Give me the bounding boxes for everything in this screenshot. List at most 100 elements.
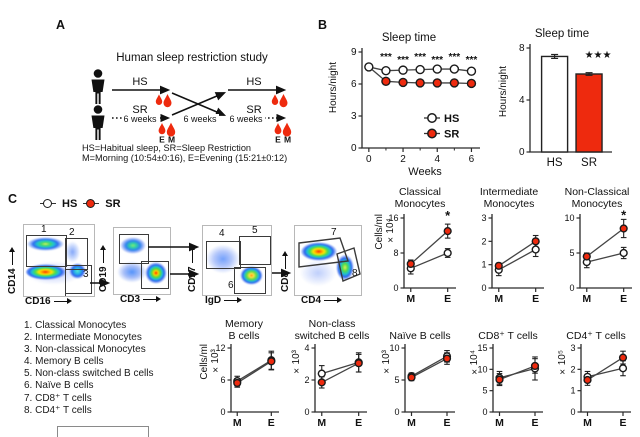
svg-text:M: M: [494, 293, 503, 305]
up-arrow-icon: [285, 252, 286, 269]
chart-naive-b-cells: Naïve B cells ×10³ 0 5 10 M E: [379, 318, 461, 437]
svg-text:M: M: [583, 417, 592, 429]
chart-memory-b-cells: Memory B cells Cells/ml ×10³ 0 6 12 M E: [199, 318, 285, 437]
svg-text:M: M: [495, 417, 504, 429]
svg-text:Weeks: Weeks: [408, 166, 442, 178]
label-backing: [122, 114, 159, 123]
svg-text:E: E: [531, 417, 538, 429]
density-blob: [69, 263, 86, 279]
evening-label: E: [275, 135, 281, 145]
morning-label: M: [168, 135, 175, 145]
chart-title: Sleep time: [534, 27, 590, 40]
svg-text:M: M: [317, 417, 326, 429]
sr-marker-icon: [83, 199, 100, 209]
density-blob: [120, 237, 146, 254]
chart-intermediate-monocytes: Intermediate Monocytes 0 1 2 3 M E: [466, 184, 552, 316]
chart-sleep-time-bar: Sleep time Hours/night 0 4 8 HS SR ★★★: [498, 26, 626, 172]
panel-c-label: C: [8, 192, 18, 206]
svg-text:M: M: [407, 417, 416, 429]
svg-text:0: 0: [393, 283, 398, 293]
svg-text:0: 0: [351, 143, 357, 154]
gate-1-box: [26, 235, 67, 267]
hs-marker-icon: [40, 199, 56, 209]
svg-text:E: E: [619, 417, 626, 429]
panel-a-title: Human sleep restriction study: [116, 52, 268, 64]
svg-text:***: ***: [414, 52, 426, 63]
svg-text:12: 12: [215, 343, 225, 353]
chart-canvas: 0 1 2 3 M E: [570, 343, 631, 429]
chart-canvas: 0 1 2 3 M E: [481, 213, 544, 305]
svg-text:0: 0: [481, 283, 486, 293]
svg-text:SR: SR: [581, 157, 597, 169]
gate-5-box: [239, 236, 271, 265]
hs-arm-label: HS: [246, 76, 261, 88]
list-item: 1. Classical Monocytes: [24, 320, 127, 331]
gate-4-number: 4: [219, 228, 225, 239]
chart-canvas: 0 2 4 M E: [304, 343, 367, 429]
svg-text:0: 0: [394, 407, 399, 417]
svg-text:6: 6: [351, 79, 357, 90]
panel-c-legend: HS SR: [40, 198, 121, 210]
chart-sleep-time-line: Sleep time Hours/night 0 3 6 9 0 2 4 6 Weeks *** ***…: [328, 30, 490, 180]
gate-6-number: 6: [228, 280, 234, 291]
svg-text:0: 0: [220, 407, 225, 417]
svg-text:5: 5: [482, 386, 487, 396]
svg-text:M: M: [582, 293, 591, 305]
flow-plot-cd14-cd16: 1 2 3: [23, 224, 95, 297]
panel-a-label: A: [56, 18, 66, 32]
svg-text:E: E: [620, 293, 627, 305]
person-icon: [91, 69, 105, 104]
list-item: 5. Non-class switched B cells: [24, 368, 154, 380]
footnote-abbreviations: HS=Habitual sleep, SR=Sleep Restriction: [82, 143, 252, 153]
svg-text:8: 8: [519, 43, 525, 54]
chart-canvas: 0 8 16 M E *: [388, 208, 456, 305]
svg-text:E: E: [443, 417, 450, 429]
svg-text:6: 6: [220, 375, 225, 385]
evening-label: E: [159, 135, 165, 145]
svg-text:***: ***: [431, 55, 443, 66]
blood-drop-icon: [163, 94, 172, 108]
flow-plot-cd8-cd4: 7 8: [294, 225, 362, 296]
svg-text:3: 3: [481, 213, 486, 223]
list-item: 4. Memory B cells: [24, 356, 104, 368]
y-axis-cd14: CD14: [7, 249, 18, 294]
chart-non-class-switched-b-cells: Non-class switched B cells ×10³ 0 2 4 M E: [289, 318, 375, 437]
chart-canvas: 0 5 10 M E *: [564, 207, 632, 305]
svg-text:2: 2: [304, 375, 309, 385]
svg-text:4: 4: [304, 343, 309, 353]
svg-text:4: 4: [434, 154, 440, 165]
b-cell-gate-box: [119, 234, 149, 264]
svg-text:*: *: [445, 208, 451, 223]
cd27-label: CD27: [187, 266, 198, 292]
svg-text:SR: SR: [444, 128, 459, 140]
blood-drop-icon: [166, 122, 176, 137]
gate-5-number: 5: [252, 225, 258, 236]
blood-drop-icon: [155, 94, 163, 105]
gate-4-box: [206, 241, 241, 269]
gate-7-number: 7: [331, 227, 337, 238]
six-weeks-label: 6 weeks: [229, 114, 263, 124]
svg-text:M: M: [406, 293, 415, 305]
chart-canvas: 0 3 6 9 0 2 4 6 Weeks *** *** *** *** *** *** HS SR: [351, 47, 480, 178]
gate-8-number: 8: [352, 268, 358, 279]
cd19-label: CD19: [98, 266, 109, 292]
chart-title: Sleep time: [381, 31, 437, 44]
panel-b-label: B: [318, 18, 328, 32]
density-dust: [64, 240, 81, 264]
svg-text:M: M: [233, 417, 242, 429]
blood-drop-icon: [158, 123, 166, 135]
label-backing: [182, 114, 219, 123]
svg-text:5: 5: [394, 375, 399, 385]
right-arrow-icon: [324, 297, 343, 304]
chart-title: Naïve B cells: [389, 329, 451, 342]
blood-drop-icon: [282, 122, 292, 137]
blood-drop-icon: [279, 94, 288, 108]
chart-classical-monocytes: Classical Monocytes Cells/ml ×10⁴ 0 8 16 M E *: [374, 184, 464, 316]
density-blob: [27, 237, 64, 251]
svg-text:0: 0: [366, 154, 372, 165]
chart-cd4-t-cells: CD4⁺ T cells ×10⁵ 0 1 2 3 M E: [555, 318, 637, 437]
igd-label: IgD: [205, 295, 222, 306]
gate-divider-line: [65, 265, 67, 296]
density-blob: [301, 242, 338, 261]
right-arrow-icon: [53, 298, 72, 305]
